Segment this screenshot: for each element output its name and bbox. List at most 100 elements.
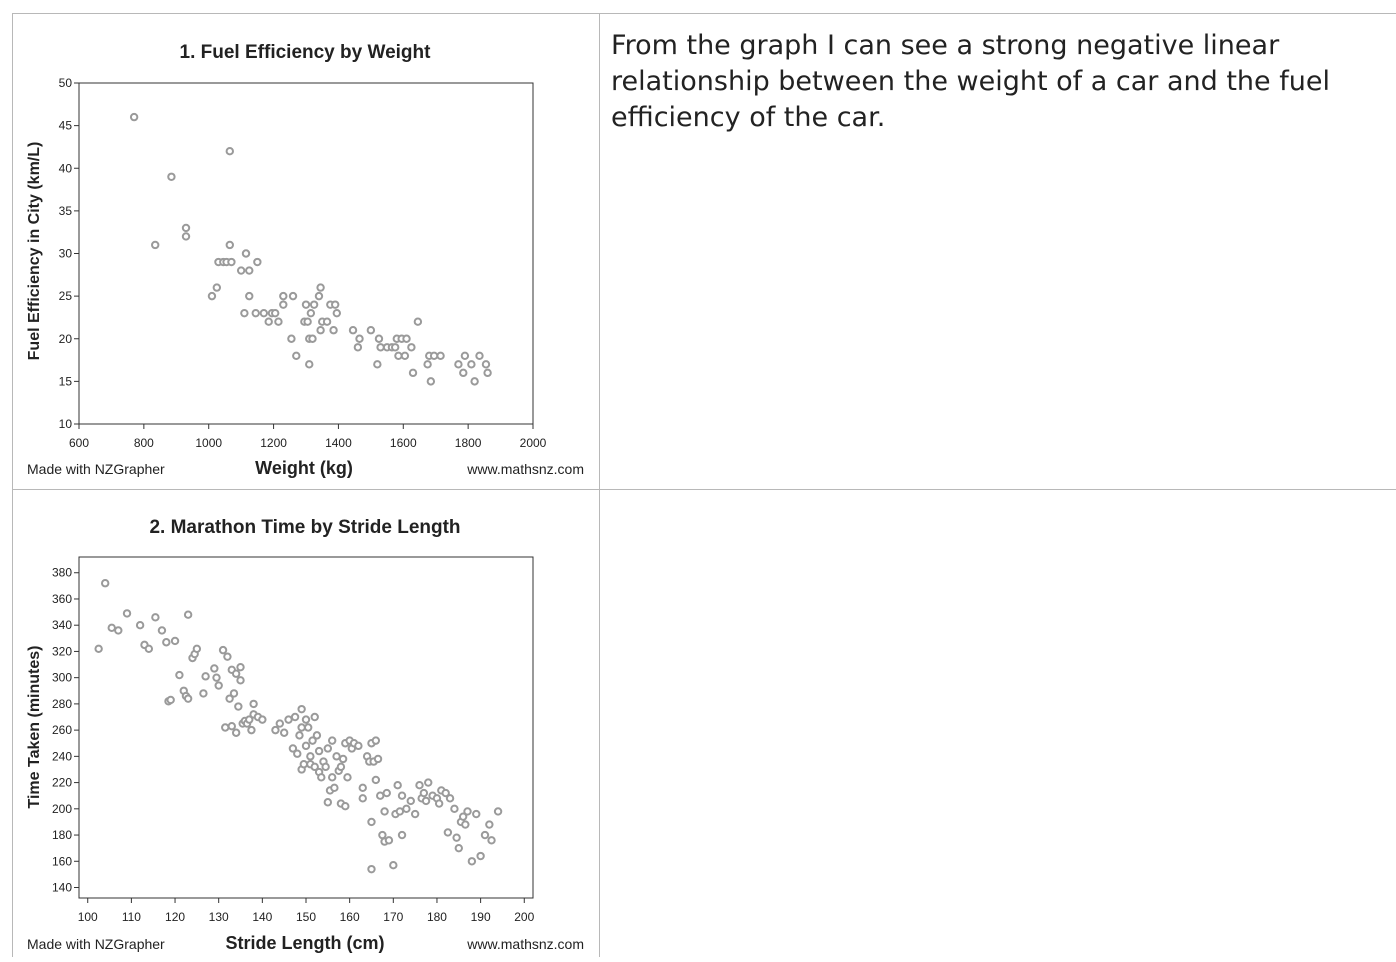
data-point: [329, 326, 338, 335]
data-point: [207, 291, 217, 301]
x-tick-label: 120: [165, 910, 185, 924]
x-tick-label: 170: [383, 910, 403, 924]
data-point: [221, 723, 230, 732]
x-axis-label: Weight (kg): [255, 458, 353, 478]
answer-cell-1[interactable]: From the graph I can see a strong negati…: [600, 13, 1396, 490]
data-point: [227, 257, 236, 267]
marathon-time-chart: 2. Marathon Time by Stride Length Time T…: [26, 517, 584, 953]
x-tick-label: 1200: [260, 436, 287, 450]
data-point: [336, 762, 346, 772]
x-axis-label: Stride Length (cm): [225, 933, 384, 953]
data-point: [406, 796, 415, 806]
data-point: [410, 809, 420, 819]
data-point: [309, 300, 319, 309]
data-point: [487, 836, 496, 845]
data-point: [234, 702, 243, 711]
data-point: [212, 673, 221, 682]
data-point: [253, 257, 262, 267]
y-tick-label: 360: [52, 592, 72, 606]
y-tick-label: 20: [59, 332, 73, 346]
data-point: [236, 676, 245, 685]
data-point: [323, 744, 333, 753]
data-point: [421, 796, 431, 806]
data-point: [367, 817, 376, 827]
data-point: [308, 334, 317, 343]
data-point: [483, 368, 492, 378]
data-point: [389, 861, 398, 870]
data-point: [183, 694, 193, 703]
data-point: [166, 695, 175, 705]
data-point: [181, 223, 191, 233]
data-point: [303, 317, 312, 326]
data-point: [317, 773, 326, 782]
y-tick-label: 340: [52, 618, 72, 632]
data-point: [270, 308, 280, 318]
data-point: [390, 343, 400, 352]
data-point: [371, 736, 381, 745]
data-point: [240, 308, 249, 318]
data-point: [279, 728, 289, 737]
data-point: [400, 351, 410, 360]
data-point: [330, 300, 340, 309]
data-point: [241, 249, 251, 258]
data-point: [450, 804, 459, 814]
data-point: [408, 368, 418, 378]
data-point: [441, 788, 450, 798]
data-point: [426, 377, 436, 386]
y-tick-label: 160: [52, 854, 72, 868]
data-point: [382, 788, 391, 798]
data-point: [402, 334, 411, 343]
y-tick-label: 30: [59, 247, 73, 261]
data-point: [316, 326, 325, 335]
data-point: [355, 334, 364, 343]
y-tick-label: 260: [52, 723, 72, 737]
data-point: [429, 351, 439, 360]
data-point: [107, 623, 116, 633]
answer-text-1[interactable]: From the graph I can see a strong negati…: [611, 30, 1330, 133]
data-point: [358, 783, 367, 793]
data-point: [306, 752, 315, 761]
data-point: [301, 300, 311, 309]
data-point: [460, 351, 470, 360]
data-point: [316, 283, 325, 292]
data-point: [297, 723, 306, 732]
data-point: [445, 794, 455, 803]
data-point: [297, 704, 306, 714]
data-point: [135, 621, 145, 630]
data-point: [218, 645, 228, 655]
x-tick-label: 160: [340, 910, 360, 924]
data-point: [366, 326, 376, 335]
y-tick-label: 320: [52, 644, 72, 658]
data-point: [321, 762, 330, 772]
data-point: [290, 712, 300, 722]
data-point: [452, 833, 461, 842]
data-point: [371, 775, 381, 785]
data-point: [373, 360, 382, 369]
credit-left: Made with NZGrapher: [27, 936, 165, 952]
data-point: [245, 266, 254, 275]
data-point: [314, 746, 324, 756]
y-tick-label: 140: [52, 881, 72, 895]
data-point: [393, 781, 402, 790]
data-point: [332, 308, 342, 318]
data-point: [330, 783, 339, 793]
data-point: [467, 857, 477, 866]
data-point: [236, 662, 245, 672]
data-point: [236, 266, 246, 275]
y-tick-label: 280: [52, 697, 72, 711]
data-point: [288, 291, 298, 301]
data-point: [384, 836, 394, 845]
data-point: [295, 731, 304, 740]
data-point: [423, 360, 432, 369]
y-tick-label: 50: [59, 76, 73, 90]
y-axis-label: Fuel Efficiency in City (km/L): [26, 142, 43, 361]
data-point: [467, 360, 476, 369]
data-point: [314, 291, 324, 301]
data-point: [402, 804, 411, 814]
data-point: [275, 719, 285, 728]
data-point: [231, 728, 241, 737]
data-point: [353, 343, 363, 352]
x-tick-label: 200: [514, 910, 534, 924]
answer-cell-2[interactable]: [600, 490, 1396, 957]
data-point: [231, 669, 241, 678]
